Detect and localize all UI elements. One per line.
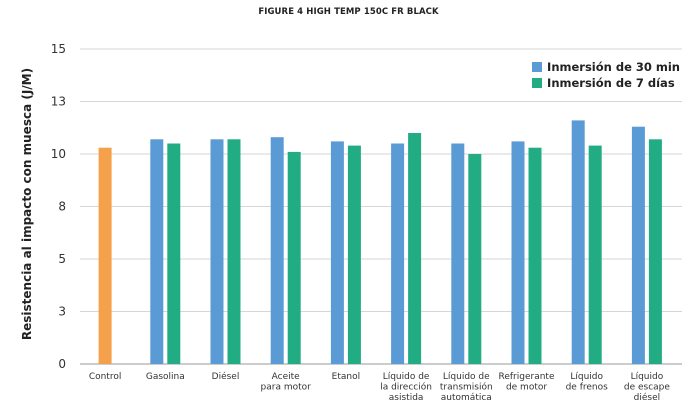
bar-series-2 bbox=[468, 154, 482, 364]
legend-item-series-1: Inmersión de 30 min bbox=[532, 59, 680, 75]
bar-control bbox=[98, 147, 112, 364]
x-tick-label: Etanol bbox=[332, 372, 360, 382]
bar-series-2 bbox=[588, 145, 602, 364]
legend-item-series-2: Inmersión de 7 días bbox=[532, 75, 680, 91]
x-tick-label: transmisión bbox=[440, 382, 493, 393]
bar-series-2 bbox=[287, 151, 301, 364]
x-tick-label: Líquido bbox=[570, 372, 603, 382]
bar-series-2 bbox=[648, 139, 662, 364]
y-tick-label: 15 bbox=[51, 42, 66, 56]
bar-series-2 bbox=[528, 147, 542, 364]
x-tick-label: Líquido de bbox=[443, 372, 490, 382]
legend: Inmersión de 30 min Inmersión de 7 días bbox=[532, 59, 680, 91]
y-tick-label: 5 bbox=[58, 252, 66, 266]
y-tick-label: 10 bbox=[51, 147, 66, 161]
y-tick-label: 13 bbox=[51, 95, 66, 109]
bar-series-2 bbox=[408, 133, 422, 364]
bar-series-1 bbox=[150, 139, 164, 364]
legend-label-series-1: Inmersión de 30 min bbox=[547, 60, 680, 74]
bar-series-2 bbox=[167, 143, 181, 364]
x-tick-label: asistida bbox=[389, 393, 424, 403]
legend-swatch-series-2 bbox=[532, 78, 543, 88]
bar-series-1 bbox=[391, 143, 405, 364]
y-tick-label: 8 bbox=[58, 200, 66, 214]
x-tick-label: Aceite bbox=[272, 372, 301, 382]
x-tick-label: la dirección bbox=[380, 382, 432, 393]
x-tick-label: Refrigerante bbox=[499, 372, 555, 382]
x-tick-label: Gasolina bbox=[146, 372, 185, 382]
legend-label-series-2: Inmersión de 7 días bbox=[547, 76, 675, 90]
x-tick-label: de escape bbox=[624, 383, 671, 393]
x-tick-label: Control bbox=[89, 372, 122, 382]
bar-series-1 bbox=[210, 139, 224, 364]
bar-series-1 bbox=[571, 120, 585, 365]
chart-title: FIGURE 4 HIGH TEMP 150C FR BLACK bbox=[258, 7, 439, 17]
y-tick-label: 3 bbox=[58, 305, 66, 319]
x-tick-label: Diésel bbox=[212, 371, 240, 382]
bar-series-2 bbox=[227, 139, 241, 364]
x-tick-label: de motor bbox=[506, 383, 547, 393]
x-tick-label: para motor bbox=[261, 383, 312, 393]
x-tick-label: Líquido bbox=[631, 372, 664, 382]
bar-series-1 bbox=[270, 137, 284, 364]
x-tick-label: de frenos bbox=[566, 383, 609, 393]
x-tick-label: automática bbox=[441, 393, 492, 403]
bar-series-1 bbox=[330, 141, 344, 364]
bar-series-2 bbox=[347, 145, 361, 364]
bar-series-1 bbox=[511, 141, 525, 364]
x-tick-label: diésel bbox=[634, 392, 660, 403]
bar-series-1 bbox=[631, 126, 645, 364]
y-tick-label: 0 bbox=[58, 357, 66, 371]
bar-series-1 bbox=[451, 143, 465, 364]
legend-swatch-series-1 bbox=[532, 62, 543, 72]
x-tick-label: Líquido de bbox=[383, 372, 430, 382]
